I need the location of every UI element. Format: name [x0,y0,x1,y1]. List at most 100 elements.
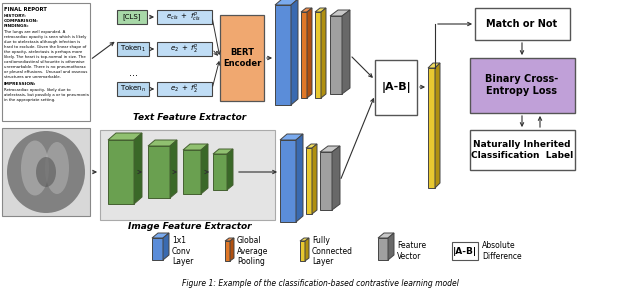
Polygon shape [213,149,233,154]
Text: $e_{cls}\ +\ f^p_{cls}$: $e_{cls}\ +\ f^p_{cls}$ [166,11,202,23]
Polygon shape [230,238,234,261]
Bar [117,42,149,56]
Polygon shape [170,140,177,198]
Bar [306,148,312,214]
Text: hard to exclude. Given the linear shape of: hard to exclude. Given the linear shape … [4,45,86,49]
Text: ...: ... [129,68,138,78]
Polygon shape [275,0,298,5]
Bar [300,241,305,261]
Polygon shape [428,63,440,68]
Polygon shape [296,134,303,222]
Bar [220,15,264,101]
Bar [108,140,134,204]
Polygon shape [291,0,298,105]
Polygon shape [201,144,208,194]
Bar [315,12,321,98]
Polygon shape [315,8,326,12]
Bar [470,58,575,113]
Polygon shape [280,134,303,140]
Text: BERT
Encoder: BERT Encoder [223,48,261,68]
Text: cardiomediastinal silhouette is otherwise: cardiomediastinal silhouette is otherwis… [4,60,84,64]
Text: FINDINGS:: FINDINGS: [4,24,29,28]
Bar [275,5,291,105]
Bar [2,3,90,121]
Ellipse shape [36,157,56,187]
Polygon shape [332,146,340,210]
Bar [470,130,575,170]
Text: likely. The heart is top-normal in size. The: likely. The heart is top-normal in size.… [4,55,86,59]
Text: atelectasis, but possibly a or to pneumonia: atelectasis, but possibly a or to pneumo… [4,93,89,97]
Polygon shape [320,146,340,152]
Polygon shape [305,238,309,261]
Polygon shape [183,144,208,150]
Bar [183,150,201,194]
Text: Naturally Inherited
Classification  Label: Naturally Inherited Classification Label [471,140,573,160]
Text: 1x1
Conv
Layer: 1x1 Conv Layer [172,236,193,266]
Text: unremarkable. There is no pneumothorax: unremarkable. There is no pneumothorax [4,65,86,69]
Text: Retrocardiac opacity, likely due to: Retrocardiac opacity, likely due to [4,88,70,92]
Text: The lungs are well expanded. A: The lungs are well expanded. A [4,30,65,34]
Bar [117,82,149,96]
Bar [157,42,212,56]
Bar [213,154,227,190]
Ellipse shape [21,140,49,195]
Polygon shape [227,149,233,190]
Polygon shape [307,8,312,98]
Text: IMPRESSION:: IMPRESSION: [4,82,36,86]
Ellipse shape [7,131,85,213]
Text: Feature
Vector: Feature Vector [397,241,426,261]
Text: $e_2\ +\ f^p_2$: $e_2\ +\ f^p_2$ [170,83,198,95]
Bar [375,60,417,115]
Bar [452,242,478,260]
Text: in the appropriate setting.: in the appropriate setting. [4,98,56,102]
Text: Figure 1: Example of the classification-based contrastive learning model: Figure 1: Example of the classification-… [182,279,458,288]
Bar [157,10,212,24]
Text: Fully
Connected
Layer: Fully Connected Layer [312,236,353,266]
Text: due to atelectasis although infection is: due to atelectasis although infection is [4,40,80,44]
Text: Match or Not: Match or Not [486,19,557,29]
Text: structures are unremarkable.: structures are unremarkable. [4,75,61,79]
Bar [225,241,230,261]
Bar [320,152,332,210]
Polygon shape [152,233,169,238]
Text: Token$_1$: Token$_1$ [120,44,146,54]
Bar [280,140,296,222]
Text: Text Feature Extractor: Text Feature Extractor [133,113,246,122]
Polygon shape [300,238,309,241]
Text: Image Feature Extractor: Image Feature Extractor [128,222,252,231]
Text: Global
Average
Pooling: Global Average Pooling [237,236,268,266]
Polygon shape [388,233,394,260]
Bar [2,128,90,216]
Polygon shape [301,8,312,12]
Bar [378,238,388,260]
Polygon shape [435,63,440,188]
Bar [475,8,570,40]
Text: retrocardiac opacity is seen which is likely: retrocardiac opacity is seen which is li… [4,35,86,39]
Bar [152,238,163,260]
Polygon shape [342,10,350,94]
Text: Absolute
Difference: Absolute Difference [482,241,522,261]
Bar [428,68,435,188]
Text: $e_2\ +\ f^p_2$: $e_2\ +\ f^p_2$ [170,43,198,55]
Text: FINAL REPORT: FINAL REPORT [4,7,47,12]
Ellipse shape [45,142,69,194]
Polygon shape [330,10,350,16]
Bar [148,146,170,198]
Text: |A-B|: |A-B| [453,246,477,255]
Bar [301,12,307,98]
Polygon shape [148,140,177,146]
Bar [330,16,342,94]
Text: Token$_n$: Token$_n$ [120,84,146,94]
Bar [100,130,275,220]
Text: HISTORY:: HISTORY: [4,14,27,18]
Polygon shape [134,133,142,204]
Polygon shape [312,144,317,214]
Text: |A-B|: |A-B| [381,82,411,93]
Text: Binary Cross-
Entropy Loss: Binary Cross- Entropy Loss [485,74,559,96]
Bar [157,82,212,96]
Bar [117,10,147,24]
Text: [CLS]: [CLS] [123,14,141,20]
Polygon shape [378,233,394,238]
Text: the opacity, atelectasis is perhaps more: the opacity, atelectasis is perhaps more [4,50,83,54]
Text: COMPARISON:: COMPARISON: [4,19,39,23]
